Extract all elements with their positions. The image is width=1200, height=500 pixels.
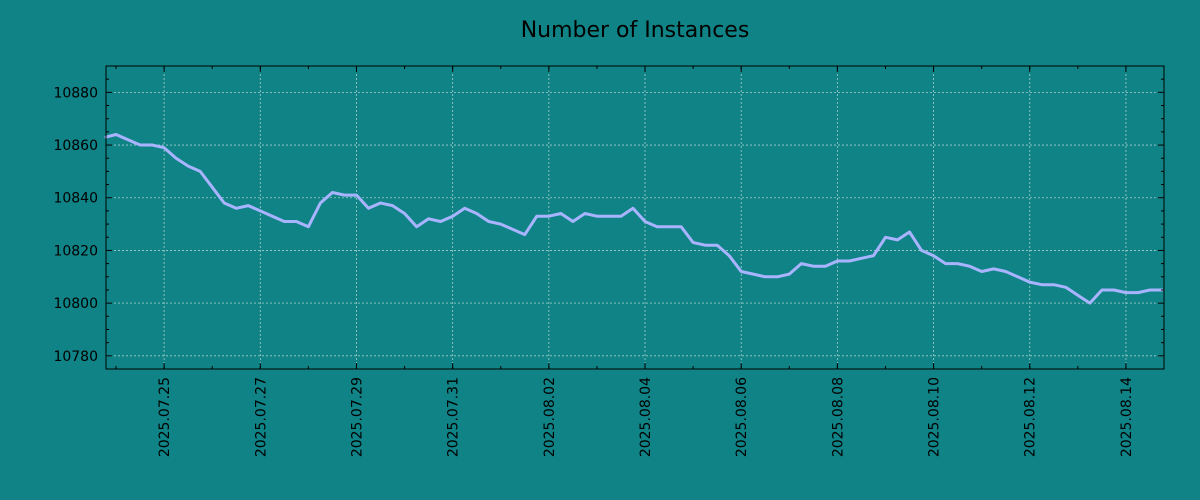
series-layer [104, 133, 1164, 305]
x-tick-label: 2025.08.08 [830, 377, 846, 457]
x-tick-label: 2025.08.04 [638, 377, 654, 457]
x-tick-label: 2025.07.29 [349, 377, 365, 457]
x-tick-label: 2025.08.12 [1023, 377, 1039, 457]
y-tick-label: 10800 [53, 296, 98, 312]
x-tick-label: 2025.07.27 [253, 377, 269, 457]
y-tick-label: 10820 [53, 243, 98, 259]
plot-frame [105, 65, 1165, 370]
y-tick-label: 10880 [53, 85, 98, 101]
chart-title: Number of Instances [521, 18, 750, 43]
series-line [104, 133, 1164, 305]
x-tick-label: 2025.08.02 [542, 377, 558, 457]
y-axis: 10780 10800 10820 10840 10860 10880 [53, 65, 1164, 365]
y-tick-label: 10840 [53, 191, 98, 207]
y-tick-label: 10780 [53, 349, 98, 365]
grid [106, 66, 1164, 369]
x-axis: 2025.07.25 2025.07.27 2025.07.29 2025.07.31… [115, 66, 1135, 457]
x-tick-label: 2025.08.14 [1119, 377, 1135, 457]
x-tick-label: 2025.07.31 [446, 377, 462, 457]
x-tick-label: 2025.07.25 [157, 377, 173, 457]
x-tick-label: 2025.08.10 [927, 377, 943, 457]
y-tick-label: 10860 [53, 138, 98, 154]
x-tick-label: 2025.08.06 [734, 377, 750, 457]
